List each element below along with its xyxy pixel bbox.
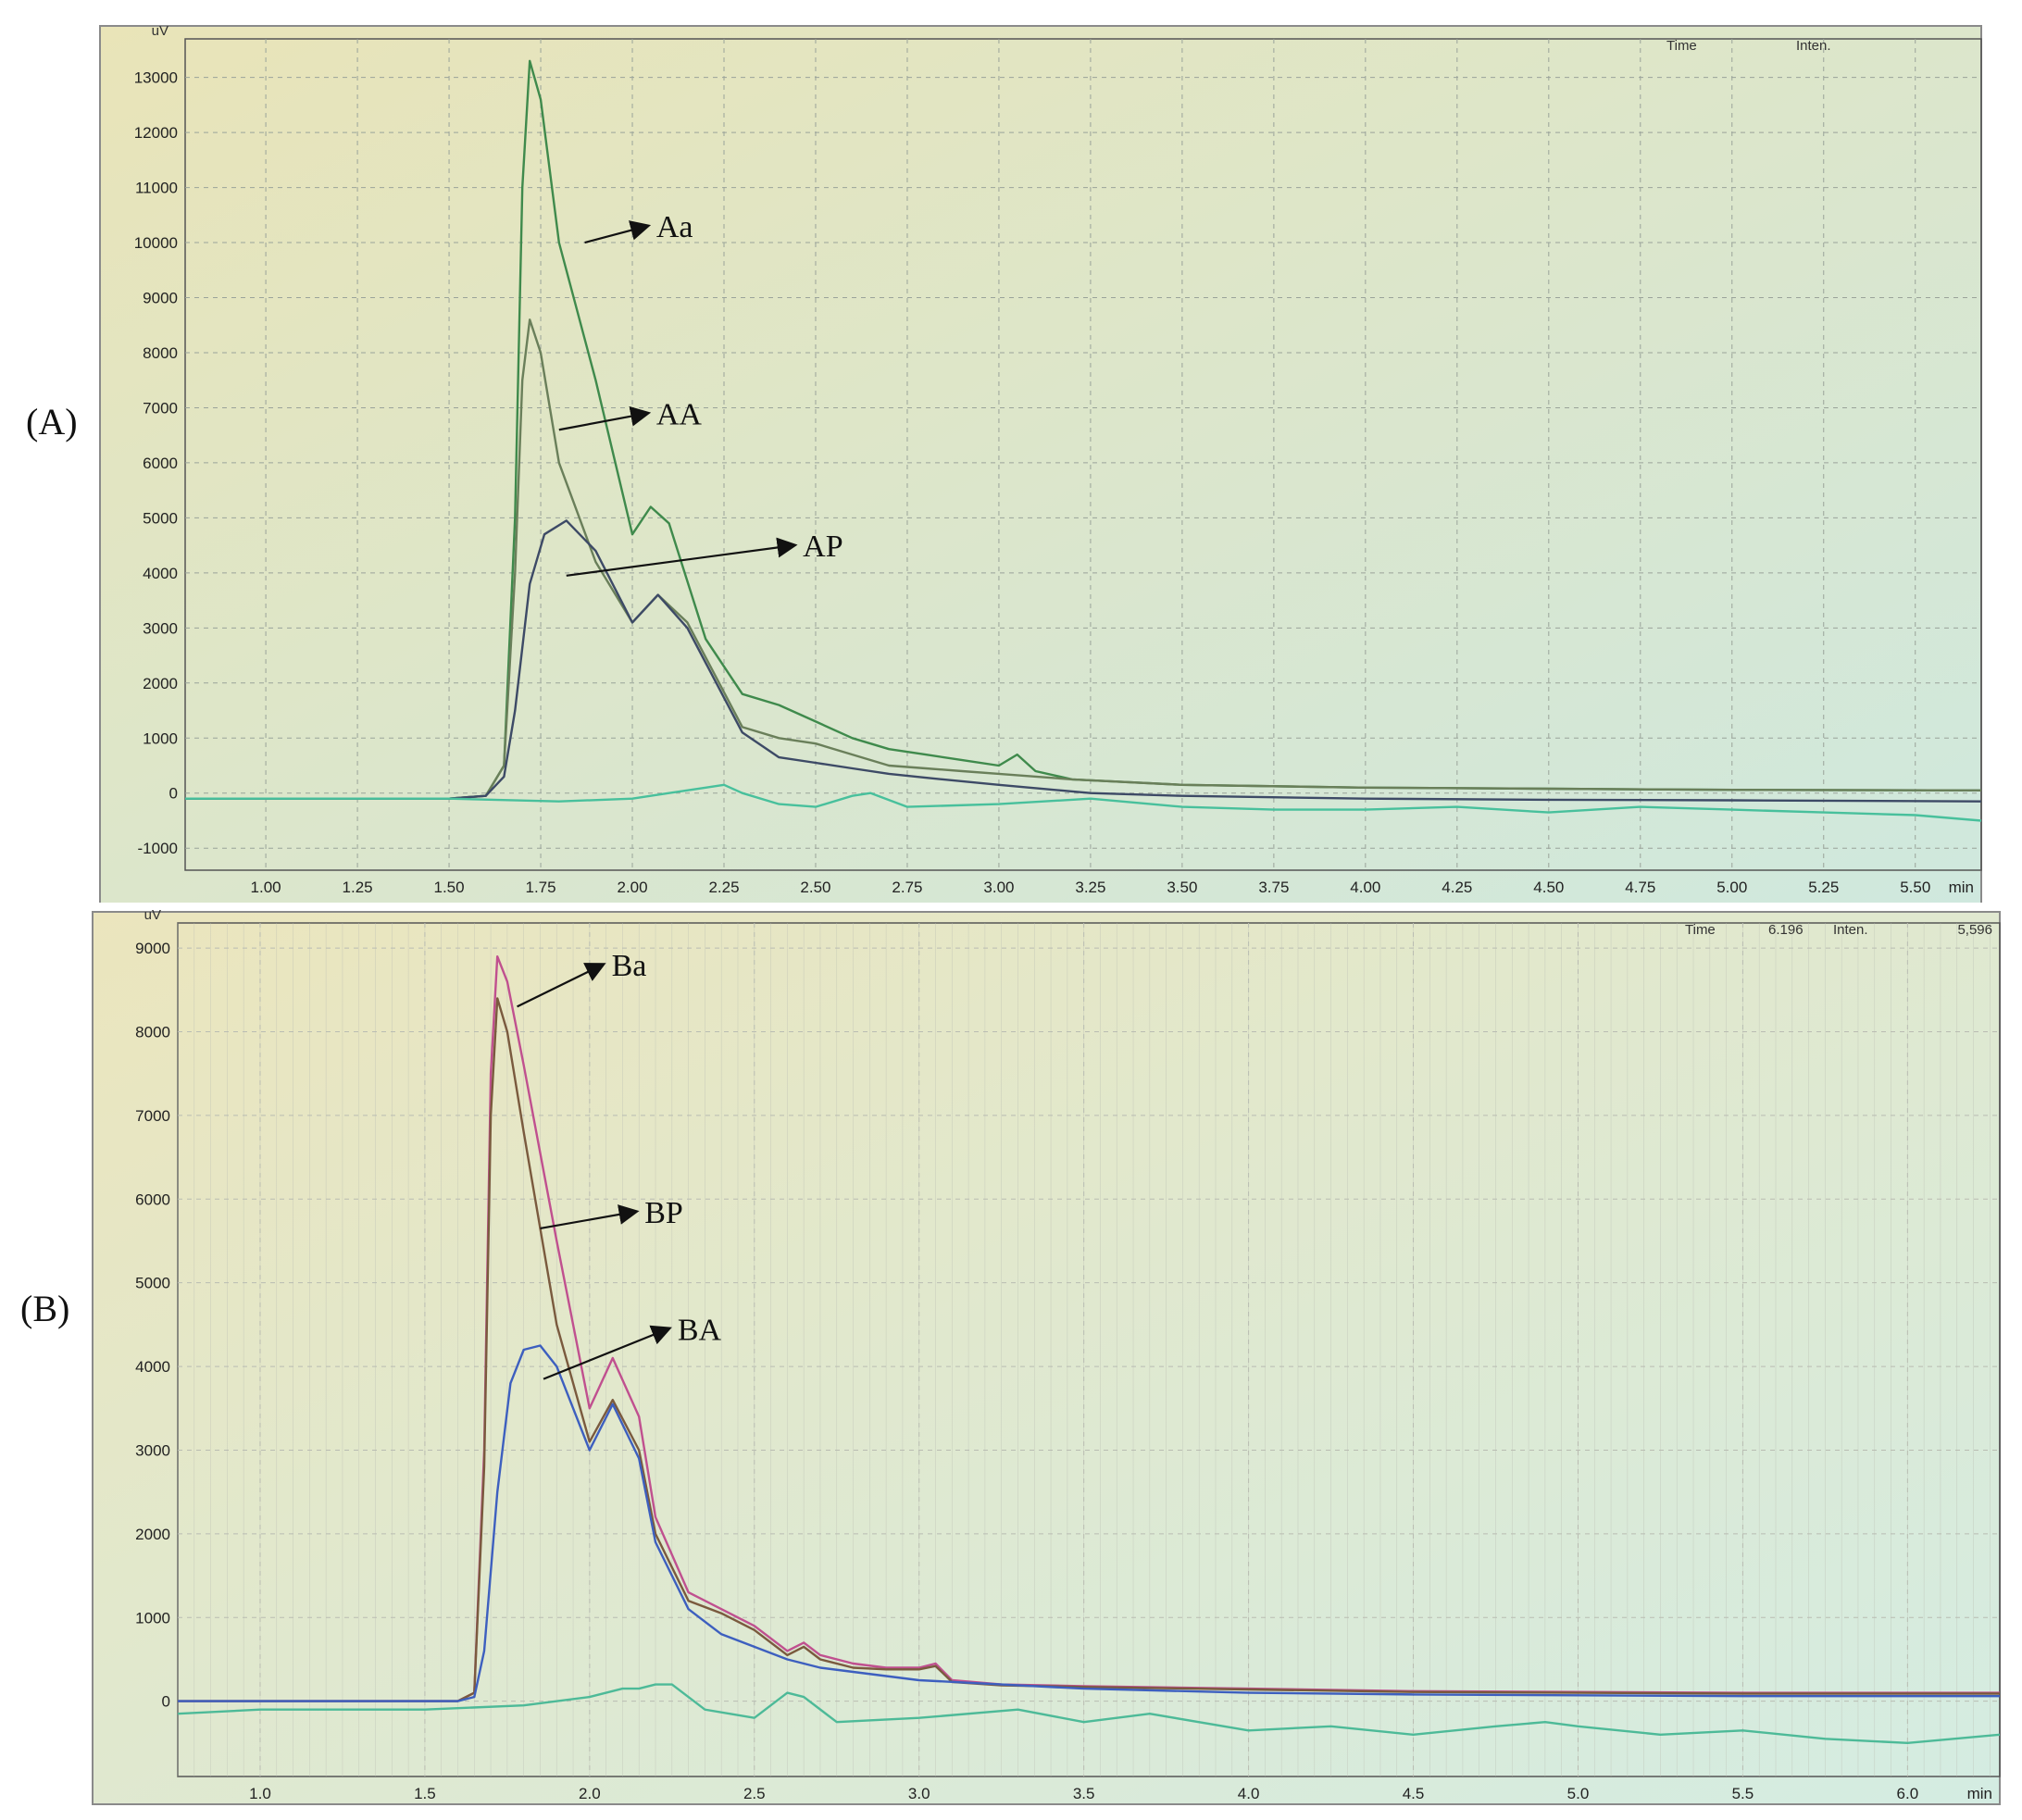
chart-b-annotation-ba: BA [678, 1313, 722, 1347]
chart-a-header-inten-label: Inten. [1796, 38, 1831, 54]
chart-a-x-axis-label: min [1949, 879, 1974, 896]
chart-a-x-tick-label: 3.00 [983, 879, 1014, 896]
panel-label-a: (A) [26, 401, 78, 443]
chart-a-y-tick-label: 11000 [135, 180, 178, 197]
chart-b-y-tick-label: 5000 [135, 1275, 170, 1292]
chart-a-y-tick-label: 6000 [143, 455, 178, 472]
chart-b-annotation-arrow [540, 1204, 640, 1230]
chart-b-y-tick-label: 3000 [135, 1441, 170, 1459]
chart-b-x-tick-label: 5.0 [1567, 1785, 1590, 1802]
chart-b-y-tick-label: 4000 [135, 1358, 170, 1376]
chromatogram-a: 1.00 1.25 1.50 1.75 2.00 2.25 2.50 2.75 3.00 3.25… [99, 23, 1982, 903]
chart-a-series-ap-line [185, 519, 1982, 803]
chart-a-x-tick-label: 3.75 [1258, 879, 1289, 896]
chart-b-x-axis-label: min [1967, 1785, 1992, 1802]
chart-a-annotation-ap: AP [803, 530, 842, 564]
chart-b-x-tick-label: 6.0 [1897, 1785, 1919, 1802]
chart-b-x-tick-label: 3.5 [1073, 1785, 1095, 1802]
chart-a-annotation-arrow [558, 405, 652, 431]
chart-b-y-axis-label: uV [144, 907, 161, 923]
chart-b-y-tick-label: 7000 [135, 1107, 170, 1125]
chart-b-header-time-value: 6.196 [1768, 922, 1804, 938]
chart-a-annotation-arrow [584, 220, 652, 244]
chart-a-frame [99, 25, 1982, 903]
chart-b-header-inten-value: 5,596 [1957, 922, 1992, 938]
chart-b-series-bp-line [178, 997, 2000, 1702]
chart-a-y-tick-label: 4000 [143, 565, 178, 582]
chart-a-y-tick-label: 2000 [143, 675, 178, 692]
chart-a-x-tick-label: 4.00 [1350, 879, 1380, 896]
chart-a-x-tick-label: 5.00 [1716, 879, 1747, 896]
chart-b-y-tick-label: 2000 [135, 1526, 170, 1543]
chart-a-y-tick-label: 7000 [143, 399, 178, 417]
chart-a-y-tick-label: 3000 [143, 619, 178, 637]
chart-a-annotation-aa: AA [656, 397, 703, 431]
chart-b-x-tick-label: 3.0 [908, 1785, 930, 1802]
chart-a-y-tick-label: 5000 [143, 509, 178, 527]
chart-b-annotation-bp: BP [644, 1196, 683, 1230]
chart-a-x-tick-label: 2.75 [892, 879, 922, 896]
chart-b-series-ba-line [178, 1344, 2000, 1702]
chart-a-x-tick-label: 5.50 [1900, 879, 1930, 896]
chart-b-x-tick-label: 1.5 [414, 1785, 436, 1802]
panel-label-b: (B) [20, 1288, 70, 1329]
chart-a-y-tick-label: 13000 [134, 69, 178, 87]
chart-a-y-tick-label: 1000 [143, 729, 178, 747]
chart-b-series-baseline-line [177, 1683, 2001, 1744]
chart-a-x-tick-label: 1.75 [525, 879, 555, 896]
chart-a-x-tick-label: 1.00 [251, 879, 281, 896]
chromatogram-b: 1.0 1.5 2.0 2.5 3.0 3.5 4.0 4.5 5.0 5.5 6.0 0 1000 20… [92, 907, 2001, 1805]
chart-b-y-tick-label: 1000 [135, 1609, 170, 1627]
chart-b-annotation-arrow [517, 963, 606, 1008]
chart-b-x-tick-label: 2.5 [743, 1785, 766, 1802]
chart-b-y-tick-label: 9000 [135, 940, 170, 957]
chart-a-x-tick-label: 4.50 [1533, 879, 1564, 896]
chart-b-header-inten-label: Inten. [1833, 922, 1868, 938]
chart-a-x-tick-label: 2.00 [617, 879, 647, 896]
chart-a-x-tick-label: 5.25 [1808, 879, 1839, 896]
chart-a-plot-area [184, 38, 1982, 871]
chart-b-annotation-arrow [543, 1325, 672, 1380]
chart-a-y-tick-label: 0 [169, 785, 178, 803]
chart-a-annotation-arrow [566, 537, 798, 577]
chart-a-x-tick-label: 1.50 [434, 879, 465, 896]
chart-b-annotation-ba: Ba [612, 949, 647, 983]
chart-a-y-tick-label: 9000 [143, 290, 178, 307]
chart-a-series-baseline-line [185, 783, 1982, 822]
chart-b-frame [92, 911, 2001, 1805]
chart-b-x-tick-label: 5.5 [1732, 1785, 1754, 1802]
chart-a-y-axis-label: uV [152, 23, 168, 39]
chart-a-x-tick-label: 2.25 [708, 879, 739, 896]
chart-a-x-tick-label: 3.25 [1075, 879, 1105, 896]
chart-a-series-aa-line [185, 318, 1982, 800]
chart-a-x-tick-label: 4.75 [1625, 879, 1655, 896]
chart-b-y-tick-label: 0 [162, 1693, 170, 1711]
chart-a-x-tick-label: 4.25 [1442, 879, 1472, 896]
chart-a-header-time-label: Time [1666, 38, 1697, 54]
chart-a-x-tick-label: 3.50 [1167, 879, 1197, 896]
chart-b-x-tick-label: 1.0 [249, 1785, 271, 1802]
chart-b-x-tick-label: 4.0 [1238, 1785, 1260, 1802]
chart-a-y-tick-label: -1000 [138, 840, 178, 857]
chart-a-y-tick-label: 10000 [134, 234, 178, 252]
chart-a-y-tick-label: 12000 [134, 124, 178, 142]
chart-a-x-tick-label: 1.25 [343, 879, 373, 896]
chart-a-y-tick-label: 8000 [143, 344, 178, 362]
chart-a-x-tick-label: 2.50 [800, 879, 830, 896]
chart-a-annotation-aa: Aa [656, 210, 693, 244]
chart-b-x-tick-label: 2.0 [579, 1785, 601, 1802]
chart-b-y-tick-label: 8000 [135, 1024, 170, 1041]
chart-b-x-tick-label: 4.5 [1403, 1785, 1425, 1802]
chart-b-header-time-label: Time [1685, 922, 1716, 938]
chart-b-y-tick-label: 6000 [135, 1190, 170, 1208]
